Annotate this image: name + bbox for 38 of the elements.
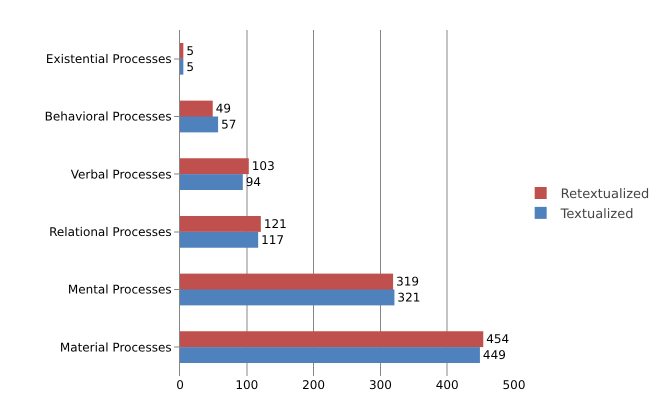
bar: [180, 58, 184, 75]
y-tick-label: Relational Processes: [49, 225, 172, 240]
x-tick-label: 100: [235, 378, 258, 392]
bar: [180, 347, 480, 364]
data-label: 319: [396, 274, 419, 289]
bar: [180, 232, 258, 248]
legend-label: Retextualized: [560, 187, 650, 202]
data-label: 117: [261, 232, 284, 247]
bar: [180, 216, 261, 232]
data-label: 94: [246, 175, 262, 190]
y-tick-label: Verbal Processes: [70, 167, 172, 182]
y-tick-label: Behavioral Processes: [44, 110, 172, 124]
y-tick-label: Mental Processes: [68, 282, 172, 297]
data-label: 321: [397, 290, 420, 304]
bar: [180, 42, 184, 59]
x-tick-label: 0: [176, 378, 184, 392]
data-label: 49: [216, 102, 232, 116]
bar: [180, 174, 243, 190]
data-label: 5: [186, 60, 194, 74]
x-tick-label: 400: [436, 378, 459, 392]
bar: [180, 116, 218, 132]
bar: [180, 290, 394, 306]
bar: [180, 100, 213, 116]
y-tick-label: Existential Processes: [46, 52, 172, 66]
data-label: 5: [186, 44, 194, 58]
data-label: 57: [221, 117, 236, 132]
legend-label: Textualized: [560, 206, 634, 222]
bar: [180, 331, 484, 348]
x-tick-label: 300: [368, 378, 392, 392]
bar: [180, 158, 249, 174]
data-label: 121: [264, 216, 287, 231]
data-label: 449: [482, 348, 506, 362]
data-label: 454: [486, 332, 510, 346]
y-tick-label: Material Processes: [60, 340, 172, 354]
x-tick-label: 200: [302, 378, 326, 392]
bar: [180, 274, 394, 290]
data-label: 103: [252, 159, 275, 174]
x-tick-label: 500: [502, 378, 526, 392]
